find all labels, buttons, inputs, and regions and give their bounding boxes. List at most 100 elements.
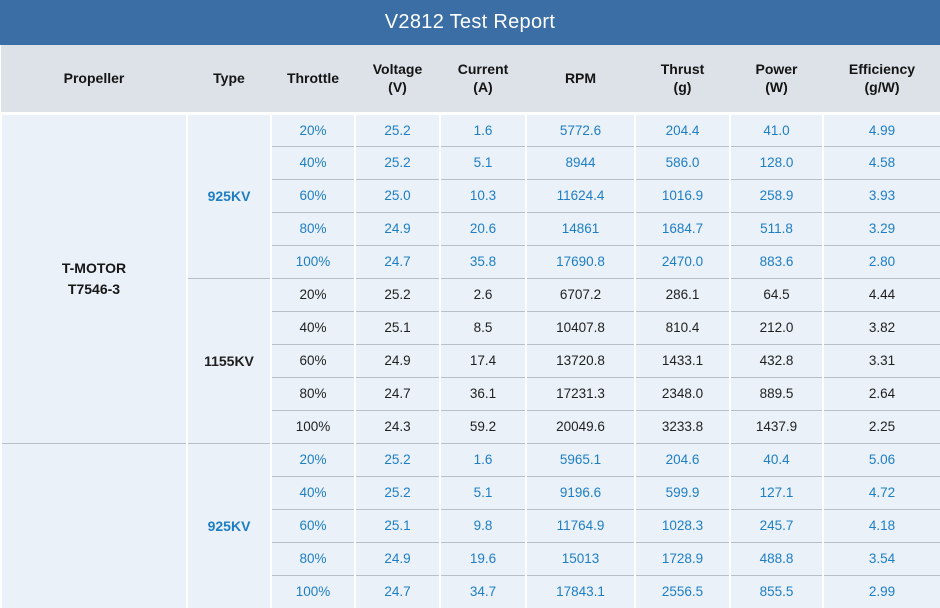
cell-voltage: 24.9 [354, 343, 441, 377]
cell-power: 245.7 [729, 508, 824, 542]
table-row: 80% 24.7 36.1 17231.3 2348.0 889.5 2.64 [1, 376, 940, 410]
cell-rpm: 14861 [525, 211, 636, 245]
cell-rpm: 17231.3 [525, 376, 636, 410]
cell-throttle: 40% [270, 145, 356, 179]
cell-voltage: 24.9 [354, 541, 441, 575]
cell-voltage: 25.2 [354, 145, 441, 179]
cell-power: 64.5 [729, 277, 824, 311]
cell-current: 1.6 [439, 113, 527, 146]
table-row: 60% 25.1 9.8 11764.9 1028.3 245.7 4.18 [1, 508, 940, 542]
test-report-table: Propeller Type Throttle Voltage (V) Current (A… [0, 45, 940, 608]
cell-rpm: 8944 [525, 145, 636, 179]
cell-current: 36.1 [439, 376, 527, 410]
cell-current: 19.6 [439, 541, 527, 575]
cell-power: 432.8 [729, 343, 824, 377]
cell-throttle: 80% [270, 376, 356, 410]
cell-thrust: 1433.1 [634, 343, 731, 377]
cell-current: 34.7 [439, 574, 527, 608]
cell-current: 5.1 [439, 475, 527, 509]
cell-efficiency: 4.99 [822, 113, 940, 146]
cell-current: 20.6 [439, 211, 527, 245]
cell-current: 10.3 [439, 178, 527, 212]
page-title: V2812 Test Report [384, 11, 556, 33]
cell-thrust: 286.1 [634, 277, 731, 311]
title-bar: V2812 Test Report [0, 0, 940, 45]
propeller-cell [0, 442, 188, 608]
cell-efficiency: 4.72 [822, 475, 940, 509]
cell-current: 5.1 [439, 145, 527, 179]
cell-throttle: 100% [270, 409, 356, 443]
cell-efficiency: 3.29 [822, 211, 940, 245]
column-header-propeller: Propeller [1, 45, 187, 115]
cell-power: 258.9 [729, 178, 824, 212]
cell-throttle: 100% [270, 244, 356, 278]
cell-rpm: 13720.8 [525, 343, 636, 377]
table-row: 40% 25.2 5.1 8944 586.0 128.0 4.58 [1, 145, 940, 179]
cell-rpm: 6707.2 [525, 277, 636, 311]
header-row: Propeller Type Throttle Voltage (V) Current (A… [1, 45, 940, 115]
cell-voltage: 24.9 [354, 211, 441, 245]
cell-power: 889.5 [729, 376, 824, 410]
type-cell: 925KV [186, 442, 272, 608]
table-row: 100% 24.7 35.8 17690.8 2470.0 883.6 2.80 [1, 244, 940, 278]
cell-power: 128.0 [729, 145, 824, 179]
cell-voltage: 25.2 [354, 113, 441, 146]
cell-throttle: 40% [270, 475, 356, 509]
cell-current: 9.8 [439, 508, 527, 542]
cell-throttle: 60% [270, 343, 356, 377]
cell-rpm: 5772.6 [525, 113, 636, 146]
cell-voltage: 25.2 [354, 442, 441, 476]
cell-efficiency: 5.06 [822, 442, 940, 476]
column-header-rpm: RPM [526, 45, 635, 115]
cell-power: 212.0 [729, 310, 824, 344]
cell-rpm: 5965.1 [525, 442, 636, 476]
report-table-body: T-MOTOR T7546-3 925KV 20% 25.2 1.6 5772.6 204.4… [0, 113, 940, 608]
cell-efficiency: 2.64 [822, 376, 940, 410]
cell-throttle: 80% [270, 541, 356, 575]
cell-efficiency: 4.18 [822, 508, 940, 542]
cell-power: 511.8 [729, 211, 824, 245]
cell-throttle: 80% [270, 211, 356, 245]
type-cell: 1155KV [186, 277, 272, 443]
cell-current: 17.4 [439, 343, 527, 377]
cell-voltage: 25.0 [354, 178, 441, 212]
type-cell: 925KV [186, 113, 272, 278]
cell-current: 1.6 [439, 442, 527, 476]
cell-current: 2.6 [439, 277, 527, 311]
cell-thrust: 2348.0 [634, 376, 731, 410]
cell-efficiency: 3.82 [822, 310, 940, 344]
cell-thrust: 1728.9 [634, 541, 731, 575]
cell-rpm: 11624.4 [525, 178, 636, 212]
cell-efficiency: 4.58 [822, 145, 940, 179]
table-row: 40% 25.2 5.1 9196.6 599.9 127.1 4.72 [1, 475, 940, 509]
cell-efficiency: 2.80 [822, 244, 940, 278]
cell-voltage: 25.1 [354, 508, 441, 542]
cell-rpm: 11764.9 [525, 508, 636, 542]
cell-voltage: 25.1 [354, 310, 441, 344]
cell-thrust: 810.4 [634, 310, 731, 344]
cell-voltage: 25.2 [354, 277, 441, 311]
cell-voltage: 24.7 [354, 376, 441, 410]
cell-voltage: 25.2 [354, 475, 441, 509]
cell-voltage: 24.3 [354, 409, 441, 443]
cell-efficiency: 2.99 [822, 574, 940, 608]
column-header-efficiency: Efficiency (g/W) [823, 45, 940, 115]
cell-efficiency: 3.31 [822, 343, 940, 377]
cell-power: 883.6 [729, 244, 824, 278]
cell-throttle: 20% [270, 277, 356, 311]
cell-efficiency: 4.44 [822, 277, 940, 311]
cell-efficiency: 3.54 [822, 541, 940, 575]
column-header-power: Power (W) [730, 45, 823, 115]
table-row: 80% 24.9 20.6 14861 1684.7 511.8 3.29 [1, 211, 940, 245]
cell-rpm: 9196.6 [525, 475, 636, 509]
cell-power: 1437.9 [729, 409, 824, 443]
cell-current: 59.2 [439, 409, 527, 443]
cell-throttle: 60% [270, 178, 356, 212]
cell-thrust: 2470.0 [634, 244, 731, 278]
column-header-voltage: Voltage (V) [355, 45, 440, 115]
cell-rpm: 20049.6 [525, 409, 636, 443]
table-row: 100% 24.7 34.7 17843.1 2556.5 855.5 2.99 [1, 574, 940, 608]
table-row: 925KV 20% 25.2 1.6 5965.1 204.6 40.4 5.06 [0, 442, 940, 608]
table-row: 40% 25.1 8.5 10407.8 810.4 212.0 3.82 [1, 310, 940, 344]
cell-throttle: 20% [270, 113, 356, 146]
